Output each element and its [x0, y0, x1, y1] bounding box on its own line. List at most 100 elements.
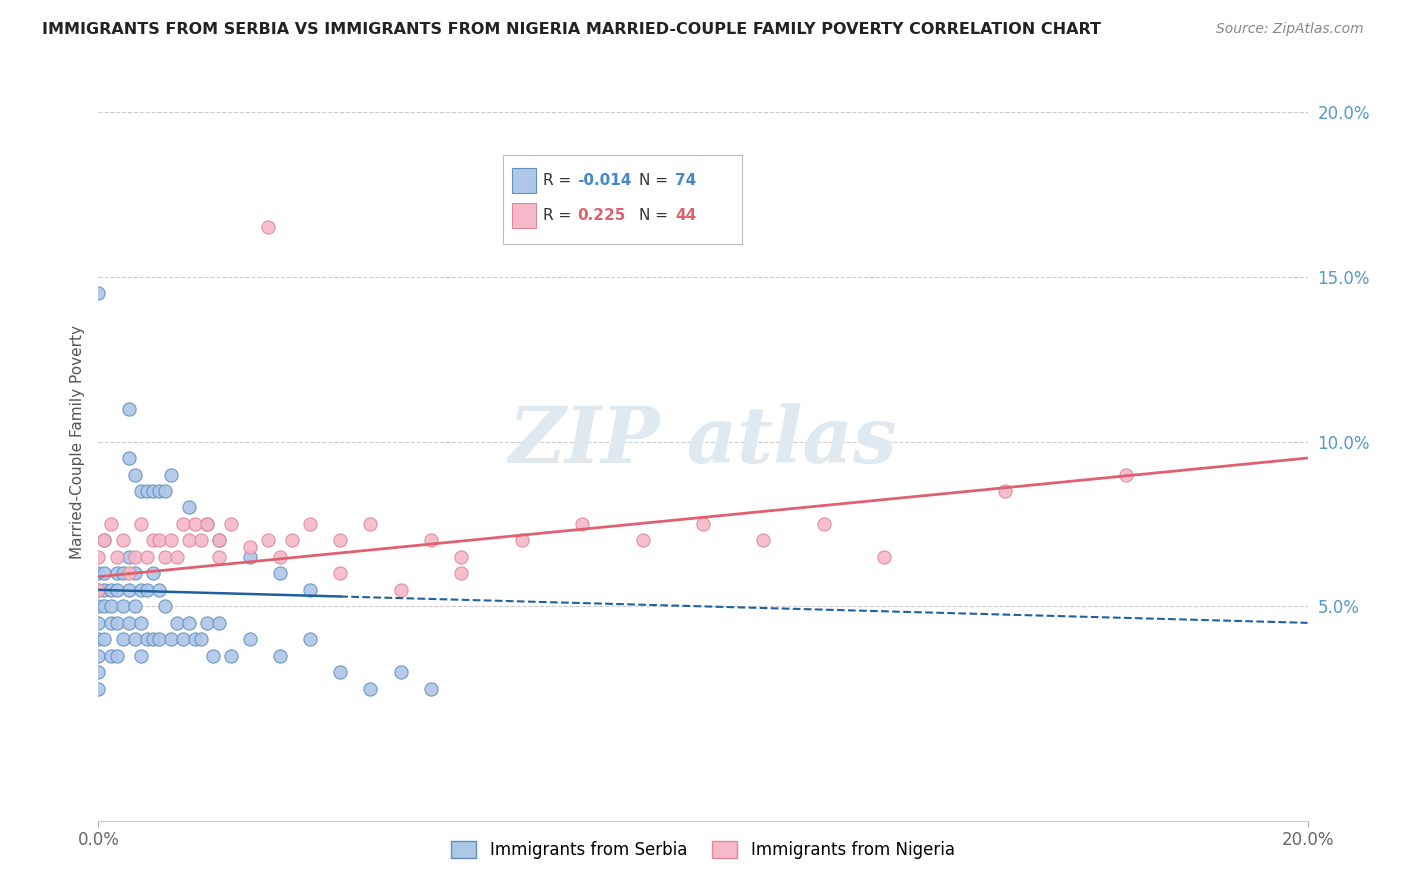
Text: Source: ZipAtlas.com: Source: ZipAtlas.com: [1216, 22, 1364, 37]
Point: [129, 483, 152, 498]
Point: [87, 566, 110, 581]
Point: [420, 533, 443, 548]
Point: [195, 516, 218, 531]
Point: [281, 533, 304, 548]
Point: [118, 549, 141, 564]
Point: [299, 516, 322, 531]
Point: [87, 681, 110, 696]
Point: [208, 533, 231, 548]
Point: [752, 533, 775, 548]
Point: [1115, 467, 1137, 482]
Point: [299, 632, 322, 647]
Point: [389, 665, 412, 680]
Point: [118, 401, 141, 416]
Point: [190, 632, 212, 647]
Point: [93, 599, 115, 614]
Point: [129, 615, 152, 630]
Point: [93, 566, 115, 581]
Point: [135, 549, 157, 564]
Text: ZIP atlas: ZIP atlas: [509, 403, 897, 480]
Point: [179, 533, 201, 548]
Point: [160, 533, 183, 548]
Text: N =: N =: [640, 173, 673, 187]
Point: [269, 648, 291, 663]
Point: [124, 599, 146, 614]
Point: [256, 220, 278, 235]
Point: [87, 615, 110, 630]
Point: [135, 483, 157, 498]
Point: [329, 533, 352, 548]
Point: [160, 467, 183, 482]
Point: [87, 582, 110, 597]
Point: [153, 599, 176, 614]
Text: 44: 44: [675, 209, 696, 223]
Point: [172, 516, 194, 531]
Point: [87, 632, 110, 647]
Point: [190, 533, 212, 548]
Point: [129, 648, 152, 663]
Point: [153, 483, 176, 498]
Point: [148, 533, 170, 548]
Point: [111, 533, 134, 548]
Point: [692, 516, 714, 531]
Point: [269, 566, 291, 581]
Point: [221, 648, 243, 663]
Point: [118, 582, 141, 597]
Point: [221, 516, 243, 531]
Legend: Immigrants from Serbia, Immigrants from Nigeria: Immigrants from Serbia, Immigrants from …: [444, 834, 962, 865]
Point: [105, 549, 128, 564]
Point: [208, 549, 231, 564]
Point: [160, 632, 183, 647]
Text: IMMIGRANTS FROM SERBIA VS IMMIGRANTS FROM NIGERIA MARRIED-COUPLE FAMILY POVERTY : IMMIGRANTS FROM SERBIA VS IMMIGRANTS FRO…: [42, 22, 1101, 37]
Point: [184, 632, 207, 647]
Point: [239, 549, 262, 564]
Point: [256, 533, 278, 548]
Point: [93, 582, 115, 597]
Point: [142, 566, 165, 581]
Point: [87, 582, 110, 597]
Point: [111, 632, 134, 647]
Point: [179, 500, 201, 515]
Point: [195, 516, 218, 531]
Point: [93, 632, 115, 647]
Point: [208, 615, 231, 630]
Point: [100, 599, 122, 614]
Point: [105, 615, 128, 630]
Point: [148, 483, 170, 498]
Point: [129, 582, 152, 597]
Bar: [512, 168, 536, 193]
Point: [142, 483, 165, 498]
Point: [239, 632, 262, 647]
Point: [118, 566, 141, 581]
Point: [873, 549, 896, 564]
Point: [571, 516, 593, 531]
Text: -0.014: -0.014: [576, 173, 631, 187]
Point: [124, 632, 146, 647]
Point: [105, 582, 128, 597]
Point: [124, 566, 146, 581]
Point: [389, 582, 412, 597]
Point: [360, 681, 382, 696]
Text: R =: R =: [543, 173, 576, 187]
Point: [87, 286, 110, 301]
Point: [105, 648, 128, 663]
Point: [111, 566, 134, 581]
Y-axis label: Married-Couple Family Poverty: Married-Couple Family Poverty: [69, 325, 84, 558]
Point: [87, 665, 110, 680]
Point: [100, 648, 122, 663]
Point: [142, 632, 165, 647]
Point: [329, 665, 352, 680]
Point: [299, 582, 322, 597]
Point: [129, 516, 152, 531]
Point: [100, 516, 122, 531]
Bar: [512, 203, 536, 228]
Point: [172, 632, 194, 647]
Point: [994, 483, 1017, 498]
Point: [135, 582, 157, 597]
Point: [239, 540, 262, 554]
Point: [450, 566, 472, 581]
Point: [135, 632, 157, 647]
Point: [329, 566, 352, 581]
Point: [93, 533, 115, 548]
Text: 0.225: 0.225: [576, 209, 626, 223]
